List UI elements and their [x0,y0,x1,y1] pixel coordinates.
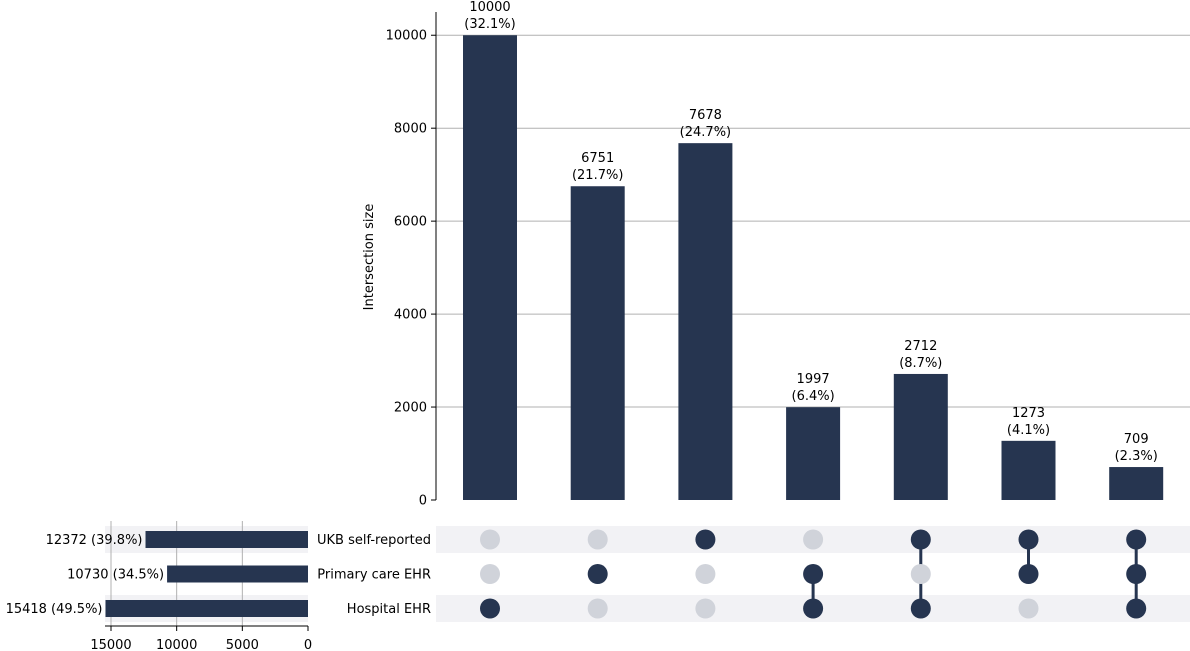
bar-value-label: 709 [1124,432,1149,447]
set-size-tick-label: 10000 [156,638,197,651]
membership-dot-inactive [587,598,608,619]
bar-percent-label: (21.7%) [572,168,623,183]
intersection-bar [1001,440,1056,500]
bar-value-label: 7678 [689,108,722,123]
membership-dot-active [480,598,500,619]
intersection-bar [893,373,948,500]
bar-value-label: 1997 [797,372,830,387]
membership-dot-active [1126,529,1147,550]
set-name: Primary care EHR [317,568,431,583]
intersection-bar [1109,467,1164,500]
membership-dot-inactive [695,564,716,584]
intersection-bar [678,143,733,500]
set-name: Hospital EHR [347,602,431,617]
set-names: UKB self-reported Primary care EHR Hospita… [317,533,431,617]
set-size-tick-label: 5000 [226,638,259,651]
membership-dot-inactive [1018,598,1039,619]
membership-dot-active [1126,564,1147,584]
set-size-bar [145,531,308,548]
membership-dot-active [803,564,824,584]
set-name: UKB self-reported [317,533,431,548]
membership-dot-active [910,529,931,550]
membership-dot-active [587,564,608,584]
y-tick-label: 0 [419,494,427,509]
membership-dot-active [1018,529,1039,550]
bar-value-label: 2712 [904,339,937,354]
bar-value-label: 10000 [469,0,510,15]
y-axis-label: Intersection size [362,204,377,311]
membership-dot-inactive [480,564,500,584]
y-tick-label: 6000 [394,215,427,230]
set-size-bars: 12372 (39.8%) 10730 (34.5%) 15418 (49.5%) [6,531,308,617]
intersection-bars [463,35,1164,500]
bar-percent-label: (8.7%) [899,356,942,371]
intersection-bar-labels: 10000 (32.1%) 6751 (21.7%) 7678 (24.7%) 1997 (6… [464,0,1158,464]
set-size-label: 10730 (34.5%) [67,568,164,583]
bar-percent-label: (4.1%) [1007,423,1050,438]
bar-value-label: 1273 [1012,406,1045,421]
y-gridlines [436,34,1190,408]
membership-dot-active [695,529,716,550]
set-size-axis: 15000 10000 5000 0 [90,625,312,651]
membership-dot-inactive [587,529,608,550]
bar-percent-label: (32.1%) [464,17,515,32]
membership-matrix [480,529,1147,619]
membership-dot-active [803,598,824,619]
set-size-bar [167,565,308,583]
y-tick-label: 2000 [394,401,427,416]
set-size-tick-label: 15000 [90,638,131,651]
bar-percent-label: (24.7%) [680,125,731,140]
bar-value-label: 6751 [581,151,614,166]
membership-dot-active [1018,564,1039,584]
intersection-bar [570,186,625,500]
y-axis: 0 2000 4000 6000 8000 10000 [386,12,437,509]
set-size-tick-label: 0 [304,638,312,651]
y-tick-label: 4000 [394,308,427,323]
y-tick-label: 8000 [394,122,427,137]
bar-percent-label: (2.3%) [1115,449,1158,464]
intersection-bar [786,407,841,500]
membership-dot-active [1126,598,1147,619]
membership-dot-inactive [480,529,500,550]
membership-dot-inactive [695,598,716,619]
bar-percent-label: (6.4%) [792,389,835,404]
set-size-label: 15418 (49.5%) [6,602,103,617]
set-size-bar [105,600,308,617]
set-size-label: 12372 (39.8%) [46,533,143,548]
membership-dot-inactive [803,529,824,550]
membership-dot-inactive [910,564,931,584]
y-tick-label: 10000 [386,29,427,44]
membership-dot-active [910,598,931,619]
intersection-bar [463,35,517,500]
